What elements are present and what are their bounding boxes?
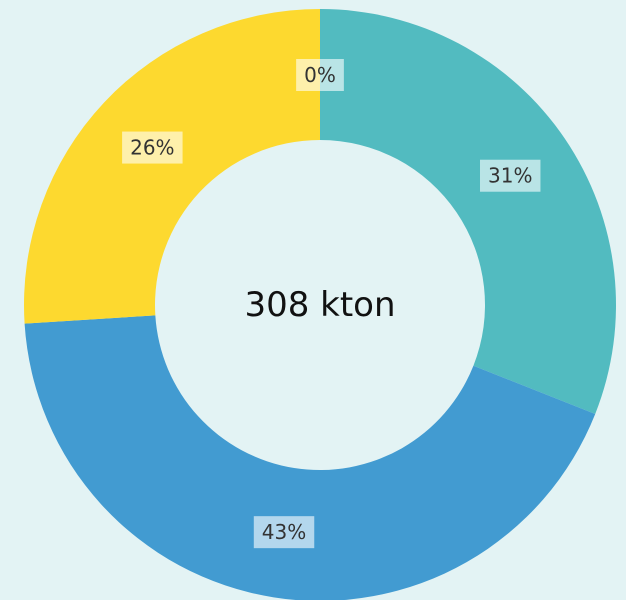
value-label-box [253, 516, 315, 549]
center-label: 308 kton [244, 285, 395, 325]
donut-slice [24, 315, 596, 600]
value-label-box [122, 131, 183, 164]
donut-slice [320, 9, 617, 414]
value-label: 31% [488, 164, 532, 188]
value-label-box [296, 59, 344, 91]
value-label: 43% [262, 520, 306, 544]
value-label: 26% [130, 136, 174, 160]
value-label-box [480, 159, 541, 192]
value-label: 0% [304, 63, 336, 87]
donut-slice [23, 9, 320, 324]
